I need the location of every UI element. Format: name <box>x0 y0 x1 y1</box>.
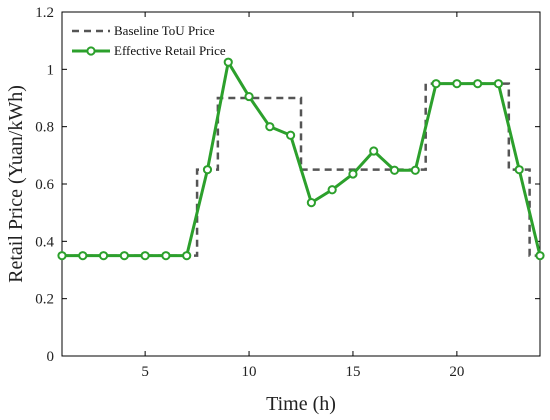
data-point-effective <box>389 165 400 175</box>
data-point-effective <box>161 251 171 261</box>
x-tick-label: 5 <box>141 364 149 380</box>
data-point-effective <box>286 130 296 140</box>
data-point-effective <box>78 251 88 261</box>
data-point-effective <box>410 165 420 175</box>
y-tick-label: 0.4 <box>35 234 54 250</box>
data-point-effective <box>514 165 524 175</box>
legend-label-baseline: Baseline ToU Price <box>114 23 215 38</box>
legend-marker-effective <box>86 46 96 56</box>
data-point-effective <box>473 79 483 89</box>
series-layer <box>57 57 545 261</box>
data-point-effective <box>119 251 129 261</box>
y-tick-label: 0.8 <box>35 120 54 136</box>
x-axis-label: Time (h) <box>266 393 336 415</box>
x-tick-labels: 5 10 15 20 <box>141 364 464 380</box>
data-point-effective <box>327 185 337 195</box>
y-tick-label: 1 <box>47 62 55 78</box>
data-point-effective <box>535 251 545 261</box>
data-point-effective <box>182 251 192 261</box>
data-point-effective <box>244 91 254 102</box>
data-point-effective <box>493 79 504 89</box>
data-point-effective <box>202 165 213 175</box>
x-tick-label: 10 <box>242 364 257 380</box>
data-point-effective <box>140 251 150 261</box>
series-line-baseline <box>62 82 540 257</box>
data-point-effective <box>223 57 233 67</box>
data-point-effective <box>431 79 441 89</box>
y-tick-label: 0 <box>47 349 55 365</box>
y-axis-label: Retail Price (Yuan/kWh) <box>5 85 27 283</box>
data-point-effective <box>369 146 379 156</box>
plot-area <box>61 11 541 357</box>
x-tick-label: 15 <box>345 364 360 380</box>
legend-label-effective: Effective Retail Price <box>114 43 226 58</box>
y-tick-label: 0.6 <box>35 177 54 193</box>
x-tick-label: 20 <box>449 364 464 380</box>
y-tick-label: 0.2 <box>35 292 54 308</box>
legend: Baseline ToU Price Effective Retail Pric… <box>72 23 226 58</box>
y-tick-labels: 0 0.2 0.4 0.6 0.8 1 1.2 <box>35 5 54 365</box>
data-point-effective <box>98 251 109 261</box>
data-point-effective <box>348 169 358 179</box>
data-point-effective <box>452 79 462 89</box>
data-point-effective <box>306 198 316 208</box>
y-tick-label: 1.2 <box>35 5 54 21</box>
data-point-effective <box>57 251 67 261</box>
data-point-effective <box>265 122 275 132</box>
